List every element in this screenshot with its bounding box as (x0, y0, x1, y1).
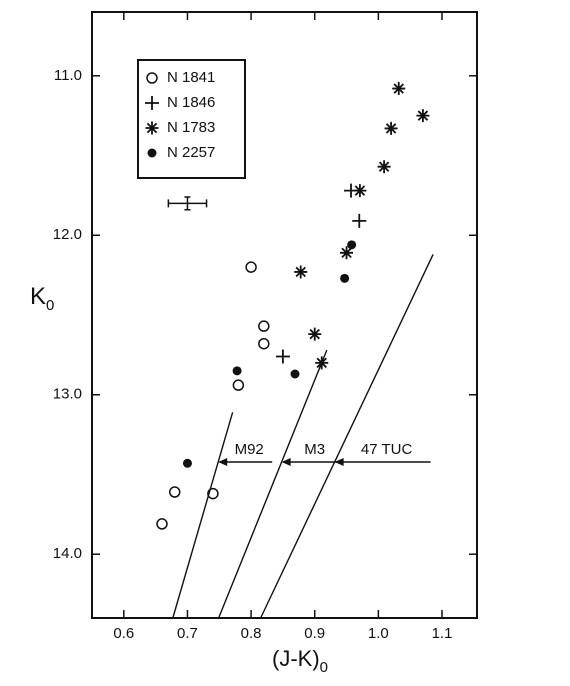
arrow-head (334, 458, 344, 466)
sequence-line (172, 412, 234, 619)
legend-marker (147, 148, 157, 158)
point (275, 349, 290, 364)
point (416, 109, 430, 123)
x-tick-label: 1.1 (432, 625, 453, 642)
point (294, 265, 308, 279)
y-tick-label: 13.0 (53, 386, 82, 403)
x-tick-label: 0.6 (113, 625, 134, 642)
point (392, 82, 406, 96)
x-tick-label: 1.0 (368, 625, 389, 642)
point (258, 320, 270, 332)
plot-frame (91, 11, 478, 619)
line-label: M92 (235, 441, 264, 458)
point (340, 246, 354, 260)
arrow-head (281, 458, 291, 466)
arrow-head (218, 458, 228, 466)
sequence-line (217, 349, 328, 619)
y-tick-label: 12.0 (53, 226, 82, 243)
x-axis-label: (J-K)0 (272, 646, 328, 676)
point (384, 121, 398, 135)
point (353, 184, 367, 198)
point (258, 337, 270, 350)
point (308, 327, 322, 341)
legend-label: N 1846 (167, 94, 215, 111)
point (352, 213, 367, 228)
x-axis-label-text: (J-K) (272, 646, 320, 671)
point (347, 240, 357, 250)
y-tick-label: 11.0 (54, 67, 82, 84)
legend-label: N 1783 (167, 119, 215, 136)
point (232, 366, 242, 376)
point (377, 160, 391, 174)
x-tick-label: 0.9 (304, 625, 325, 642)
line-label: 47 TUC (361, 441, 413, 458)
point (182, 458, 192, 468)
point (232, 379, 245, 391)
sequence-line (260, 254, 434, 619)
legend-marker (145, 96, 159, 110)
legend-marker (146, 72, 158, 84)
x-axis-label-subscript: 0 (320, 659, 328, 676)
point (156, 518, 168, 530)
legend-label: N 1841 (167, 69, 215, 86)
point (245, 261, 257, 273)
legend-label: N 2257 (167, 144, 215, 161)
line-label: M3 (304, 441, 325, 458)
error-bar-y (184, 196, 191, 211)
point (168, 486, 181, 498)
point (290, 369, 300, 379)
point (340, 273, 350, 283)
y-axis-label-subscript: 0 (46, 297, 54, 314)
y-tick-label: 14.0 (53, 545, 82, 562)
y-axis-label-text: K (30, 283, 46, 310)
y-axis-label: K0 (30, 283, 54, 314)
x-tick-label: 0.8 (241, 625, 262, 642)
legend-marker (145, 121, 159, 135)
x-tick-label: 0.7 (177, 625, 198, 642)
